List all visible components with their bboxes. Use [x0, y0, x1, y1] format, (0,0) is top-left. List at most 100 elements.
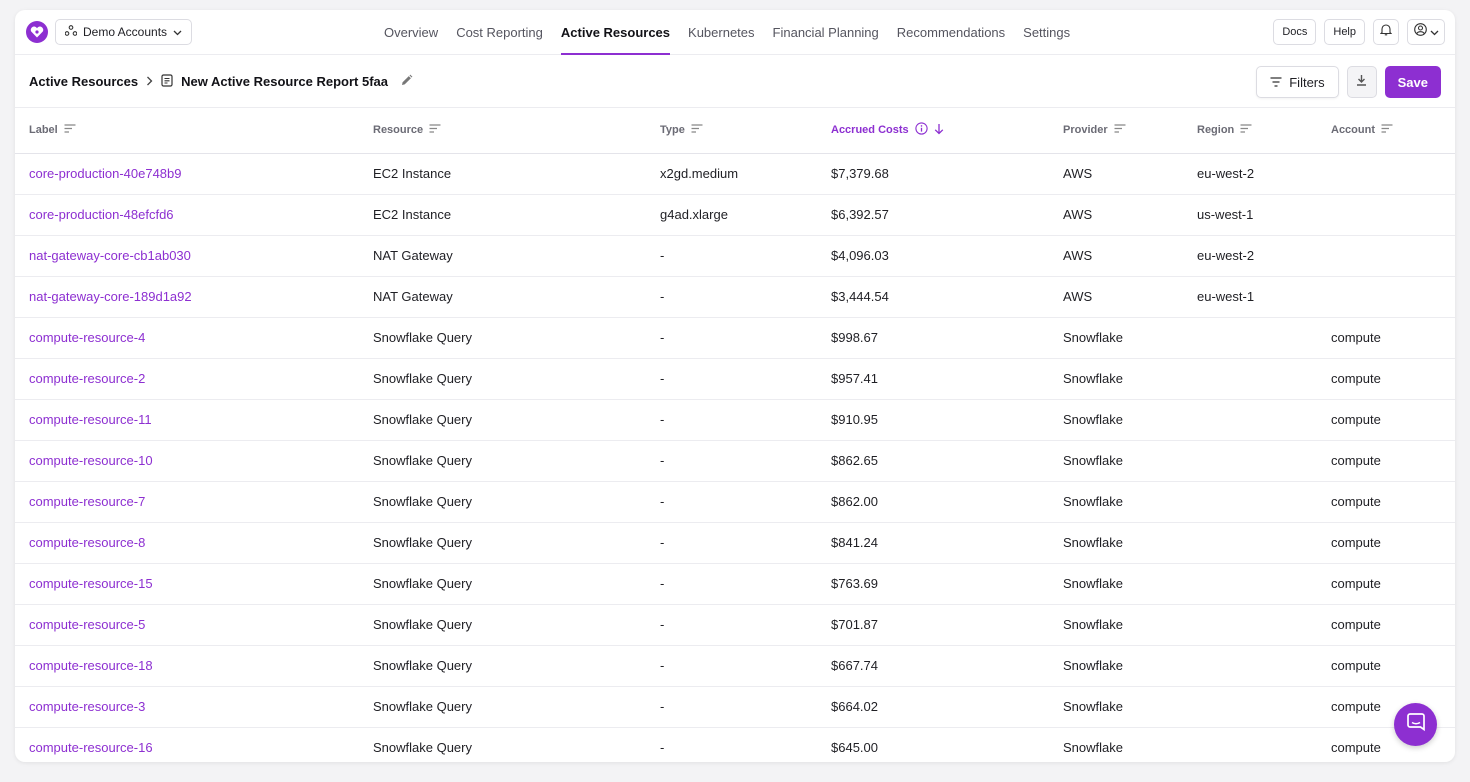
cell-provider: Snowflake [1049, 645, 1183, 687]
cell-region [1183, 358, 1317, 400]
edit-pencil-icon[interactable] [400, 74, 413, 90]
filters-button-label: Filters [1289, 74, 1325, 90]
filters-button[interactable]: Filters [1256, 66, 1339, 98]
cell-type: - [646, 645, 817, 687]
cell-resource: Snowflake Query [359, 686, 646, 728]
cell-label[interactable]: core-production-40e748b9 [15, 153, 359, 195]
column-header-region[interactable]: Region [1183, 108, 1317, 154]
table-row[interactable]: core-production-40e748b9 EC2 Instance x2gd… [15, 153, 1455, 195]
column-header-resource[interactable]: Resource [359, 108, 646, 154]
sort-descending-arrow-icon[interactable] [934, 123, 944, 138]
cell-label[interactable]: compute-resource-11 [15, 399, 359, 441]
table-row[interactable]: compute-resource-2 Snowflake Query - $957.4… [15, 358, 1455, 400]
download-button[interactable] [1346, 66, 1377, 98]
cell-account: compute [1317, 604, 1455, 646]
column-header-content: Account [1331, 124, 1455, 136]
sort-lines-icon[interactable] [1114, 124, 1126, 136]
cell-label[interactable]: compute-resource-2 [15, 358, 359, 400]
cell-label[interactable]: compute-resource-4 [15, 317, 359, 359]
sort-lines-icon[interactable] [691, 124, 703, 136]
nav-tab-financial-planning[interactable]: Financial Planning [772, 25, 879, 40]
main-nav: Overview Cost Reporting Active Resources Ku… [375, 10, 1079, 55]
cell-type: - [646, 276, 817, 318]
info-icon[interactable] [914, 122, 928, 138]
cell-label[interactable]: nat-gateway-core-cb1ab030 [15, 235, 359, 277]
column-header-label[interactable]: Label [15, 108, 359, 154]
cell-accrued-costs: $910.95 [817, 399, 1049, 441]
account-selector[interactable]: Demo Accounts [55, 19, 193, 45]
cell-account: compute [1317, 686, 1455, 728]
cell-accrued-costs: $3,444.54 [817, 276, 1049, 318]
header-actions: Docs Help [1273, 19, 1445, 45]
cell-label[interactable]: compute-resource-5 [15, 604, 359, 646]
table-row[interactable]: compute-resource-18 Snowflake Query - $667.… [15, 645, 1455, 687]
table-row[interactable]: core-production-48efcfd6 EC2 Instance g4ad… [15, 194, 1455, 236]
report-name: New Active Resource Report 5faa [181, 74, 388, 89]
column-header-account[interactable]: Account [1317, 108, 1455, 154]
cell-accrued-costs: $701.87 [817, 604, 1049, 646]
docs-button[interactable]: Docs [1273, 19, 1317, 45]
sort-lines-icon[interactable] [429, 124, 441, 136]
table-row[interactable]: compute-resource-8 Snowflake Query - $841.2… [15, 522, 1455, 564]
cell-accrued-costs: $763.69 [817, 563, 1049, 605]
column-header-content: Accrued Costs [831, 122, 1049, 138]
cell-label[interactable]: core-production-48efcfd6 [15, 194, 359, 236]
table-row[interactable]: compute-resource-4 Snowflake Query - $998.6… [15, 317, 1455, 359]
cell-label[interactable]: compute-resource-7 [15, 481, 359, 523]
save-button[interactable]: Save [1384, 66, 1441, 98]
table-row[interactable]: compute-resource-15 Snowflake Query - $763.… [15, 563, 1455, 605]
report-document-icon [161, 73, 173, 90]
cell-region [1183, 440, 1317, 482]
cell-type: - [646, 481, 817, 523]
column-header-type[interactable]: Type [646, 108, 817, 154]
cell-provider: Snowflake [1049, 604, 1183, 646]
nav-tab-cost-reporting[interactable]: Cost Reporting [456, 25, 543, 40]
cell-label[interactable]: compute-resource-15 [15, 563, 359, 605]
table-row[interactable]: compute-resource-7 Snowflake Query - $862.0… [15, 481, 1455, 523]
cell-resource: EC2 Instance [359, 194, 646, 236]
table-row[interactable]: nat-gateway-core-cb1ab030 NAT Gateway - $4,… [15, 235, 1455, 277]
sort-lines-icon[interactable] [64, 124, 76, 136]
cell-account [1317, 276, 1455, 318]
nav-tab-recommendations[interactable]: Recommendations [896, 25, 1006, 40]
sort-lines-icon[interactable] [1240, 124, 1252, 136]
nav-tab-active-resources[interactable]: Active Resources [552, 10, 679, 55]
cell-provider: Snowflake [1049, 727, 1183, 762]
breadcrumb-root[interactable]: Active Resources [29, 74, 139, 89]
nav-tab-settings[interactable]: Settings [1023, 25, 1071, 40]
cell-label[interactable]: compute-resource-10 [15, 440, 359, 482]
cell-resource: Snowflake Query [359, 358, 646, 400]
help-button[interactable]: Help [1324, 19, 1365, 45]
column-header-label: Provider [1063, 124, 1108, 137]
table-row[interactable]: nat-gateway-core-189d1a92 NAT Gateway - $3,… [15, 276, 1455, 318]
sort-lines-icon[interactable] [1381, 124, 1393, 136]
chat-support-button[interactable] [1394, 703, 1437, 746]
column-header-accrued-costs[interactable]: Accrued Costs [817, 108, 1049, 154]
table-row[interactable]: compute-resource-5 Snowflake Query - $701.8… [15, 604, 1455, 646]
column-header-content: Provider [1063, 124, 1183, 136]
nav-tab-overview[interactable]: Overview [384, 25, 439, 40]
table-row[interactable]: compute-resource-11 Snowflake Query - $910.… [15, 399, 1455, 441]
table-row[interactable]: compute-resource-3 Snowflake Query - $664.0… [15, 686, 1455, 728]
cell-label[interactable]: compute-resource-8 [15, 522, 359, 564]
cell-provider: Snowflake [1049, 686, 1183, 728]
app-logo-icon[interactable] [26, 21, 48, 43]
cell-label[interactable]: compute-resource-16 [15, 727, 359, 762]
column-header-provider[interactable]: Provider [1049, 108, 1183, 154]
cell-label[interactable]: compute-resource-18 [15, 645, 359, 687]
cell-provider: Snowflake [1049, 563, 1183, 605]
nav-tab-kubernetes[interactable]: Kubernetes [688, 25, 755, 40]
user-menu-button[interactable] [1407, 19, 1445, 45]
bell-icon [1379, 23, 1393, 41]
table-row[interactable]: compute-resource-10 Snowflake Query - $862.… [15, 440, 1455, 482]
cell-label[interactable]: nat-gateway-core-189d1a92 [15, 276, 359, 318]
table-row[interactable]: compute-resource-16 Snowflake Query - $645.… [15, 727, 1455, 762]
cell-provider: AWS [1049, 235, 1183, 277]
cell-resource: EC2 Instance [359, 153, 646, 195]
notifications-button[interactable] [1373, 19, 1399, 45]
cell-account [1317, 153, 1455, 195]
cell-resource: Snowflake Query [359, 399, 646, 441]
cell-resource: Snowflake Query [359, 440, 646, 482]
cell-label[interactable]: compute-resource-3 [15, 686, 359, 728]
cell-provider: Snowflake [1049, 481, 1183, 523]
